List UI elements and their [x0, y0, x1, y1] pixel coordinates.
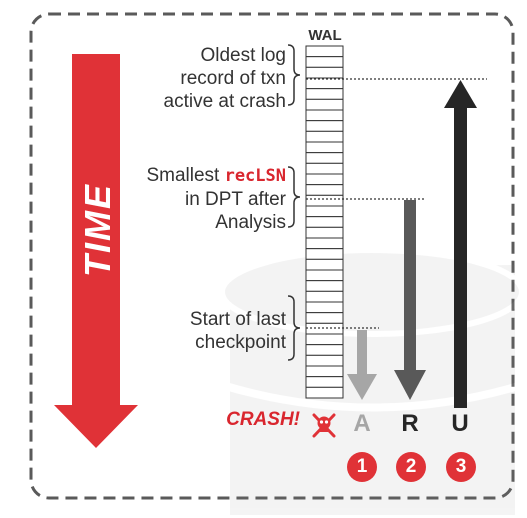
- phase-undo-letter: U: [451, 410, 469, 437]
- brace-checkpoint: [287, 295, 301, 361]
- label-checkpoint-line-1: Start of last: [189, 309, 286, 330]
- reclsn-code: recLSN: [224, 166, 286, 186]
- wal-record: [305, 98, 344, 111]
- wal-record: [305, 386, 344, 399]
- wal-record: [305, 205, 344, 218]
- wal-record: [305, 290, 344, 303]
- wal-record: [305, 322, 344, 335]
- wal-record: [305, 237, 344, 250]
- wal-record: [305, 77, 344, 90]
- redo-arrow-head: [394, 370, 426, 400]
- label-oldest-line-2: record of txn: [180, 68, 286, 89]
- analysis-arrow-shaft: [357, 330, 367, 374]
- phase-analysis-badge: 1: [347, 452, 377, 482]
- wal-record: [305, 88, 344, 100]
- undo-arrow-head: [444, 80, 477, 108]
- skull-crossbones-icon: [312, 413, 336, 438]
- wal-record: [305, 194, 344, 207]
- wal-record: [305, 216, 344, 228]
- redo-arrow-shaft: [404, 200, 416, 370]
- brace-oldest: [287, 44, 301, 106]
- wal-record: [305, 184, 344, 196]
- wal-record: [305, 152, 344, 164]
- label-reclsn-line-1: Smallest recLSN: [100, 164, 286, 188]
- wal-record: [305, 141, 344, 154]
- wal-record: [305, 365, 344, 378]
- wal-record: [305, 66, 344, 79]
- brace-reclsn: [287, 166, 301, 228]
- wal-log-column: [305, 45, 344, 399]
- wal-record: [305, 258, 344, 271]
- wal-record: [305, 248, 344, 260]
- wal-record: [305, 56, 344, 68]
- label-oldest-line-1: Oldest log: [200, 45, 286, 66]
- wal-title: WAL: [308, 27, 342, 44]
- label-oldest-line-3: active at crash: [163, 91, 287, 112]
- label-last-checkpoint: Start of last checkpoint: [120, 308, 286, 354]
- wal-record: [305, 280, 344, 292]
- undo-arrow-shaft: [454, 106, 467, 408]
- wal-record: [305, 162, 344, 175]
- label-reclsn-line-3: Analysis: [215, 212, 286, 233]
- label-reclsn-prefix: Smallest: [146, 165, 225, 186]
- phase-undo-badge: 3: [446, 452, 476, 482]
- label-oldest-log-record: Oldest log record of txn active at crash: [120, 44, 287, 113]
- wal-record: [305, 354, 344, 367]
- phase-redo-letter: R: [401, 410, 419, 437]
- time-arrow: [54, 54, 138, 448]
- crash-label: CRASH!: [226, 409, 300, 430]
- wal-record: [305, 109, 344, 122]
- wal-record: [305, 344, 344, 356]
- wal-record: [305, 376, 344, 388]
- database-watermark-icon: [219, 247, 525, 515]
- phase-redo-badge: 2: [396, 452, 426, 482]
- wal-record: [305, 173, 344, 186]
- wal-record: [305, 269, 344, 282]
- label-checkpoint-line-2: checkpoint: [195, 332, 286, 353]
- label-smallest-reclsn: Smallest recLSN in DPT after Analysis: [100, 164, 286, 234]
- wal-record: [305, 130, 344, 143]
- wal-record: [305, 45, 344, 58]
- wal-record: [305, 120, 344, 132]
- wal-record: [305, 333, 344, 346]
- wal-record: [305, 301, 344, 314]
- wal-record: [305, 312, 344, 324]
- analysis-arrow-head: [347, 374, 377, 400]
- label-reclsn-line-2: in DPT after: [184, 189, 286, 210]
- wal-record: [305, 226, 344, 239]
- phase-analysis-letter: A: [353, 410, 371, 437]
